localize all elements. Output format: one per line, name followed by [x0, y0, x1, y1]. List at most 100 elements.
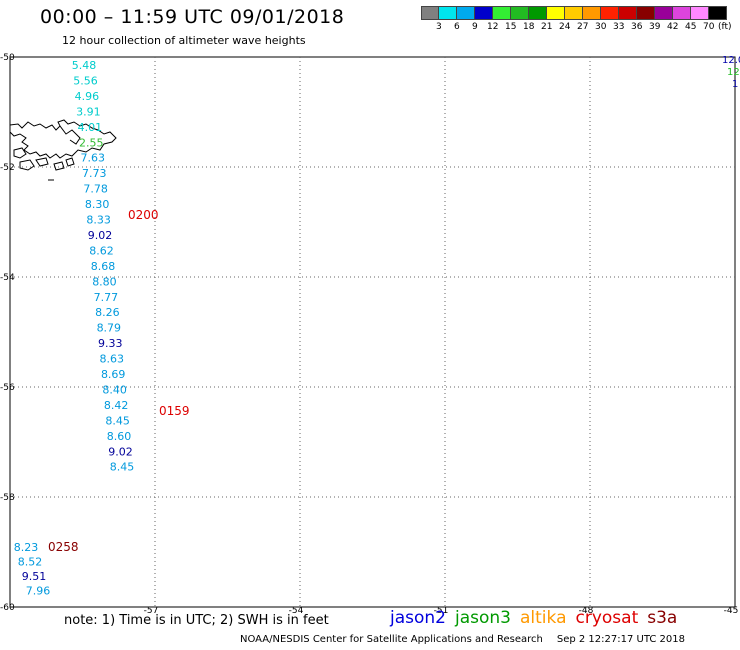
- color-scale-label: 33: [613, 22, 625, 32]
- color-scale-label: 24: [559, 22, 571, 32]
- map-grid: [10, 57, 735, 607]
- legend-jason3: jason3: [455, 608, 511, 628]
- wave-height-value: 8.60: [107, 430, 132, 443]
- wave-height-value: 9.02: [108, 445, 133, 458]
- color-scale-label: 15: [505, 22, 517, 32]
- color-scale-label: 9: [472, 22, 478, 32]
- wave-height-value: 8.79: [97, 322, 122, 335]
- color-scale-unit: (ft): [718, 22, 732, 32]
- wave-height-value: 8.80: [92, 275, 117, 288]
- wave-height-value: 3.91: [76, 105, 101, 118]
- wave-height-value: 4.01: [78, 121, 103, 134]
- color-scale-bar: [421, 6, 727, 20]
- wave-height-value: 8.62: [89, 244, 114, 257]
- track-values: 5.48 5.56 4.96 3.91 4.01 2.55 7.63 7.73 7.78 8.30…: [72, 59, 134, 474]
- track-time-label: 0258: [48, 540, 79, 554]
- credit-timestamp: Sep 2 12:27:17 UTC 2018: [556, 634, 685, 645]
- wave-height-value: 7.96: [26, 585, 51, 598]
- satellite-legend: jason2 jason3 altika cryosat s3a: [390, 608, 686, 628]
- wave-height-value: 5.56: [73, 74, 98, 87]
- lat-tick-label: -58: [0, 493, 15, 503]
- wave-height-value: 8.45: [110, 461, 135, 474]
- color-swatch: [511, 6, 529, 20]
- color-swatch: [601, 6, 619, 20]
- wave-height-value: 7.73: [82, 167, 107, 180]
- lon-tick-label: -51: [434, 606, 449, 616]
- edge-track-value: 12: [727, 67, 740, 78]
- color-swatch: [565, 6, 583, 20]
- wave-height-value: 8.42: [104, 399, 129, 412]
- legend-cryosat: cryosat: [575, 608, 639, 628]
- wave-height-value: 8.45: [105, 414, 130, 427]
- track-time-label: 0200: [128, 208, 159, 222]
- track-values-south: 8.23 8.529.51 7.96: [14, 541, 51, 598]
- lat-tick-label: -60: [0, 603, 15, 613]
- wave-height-value: 9.33: [98, 337, 123, 350]
- wave-height-value: 8.23: [14, 541, 39, 554]
- wave-height-value: 8.68: [91, 260, 116, 273]
- color-scale-label: 18: [523, 22, 535, 32]
- color-scale-label: 45: [685, 22, 697, 32]
- edge-track-value: 1: [732, 79, 738, 90]
- color-swatch: [619, 6, 637, 20]
- wave-height-value: 7.63: [81, 152, 106, 165]
- color-scale-label: 12: [487, 22, 499, 32]
- footnote: note: 1) Time is in UTC; 2) SWH is in fe…: [64, 613, 329, 628]
- color-scale-label: 70: [703, 22, 715, 32]
- color-swatch: [547, 6, 565, 20]
- color-scale-label: 6: [454, 22, 460, 32]
- lon-tick-label: -57: [144, 606, 159, 616]
- wave-height-value: 8.52: [18, 556, 43, 569]
- map-frame: [9, 56, 736, 608]
- falkland-islands-coastline: [9, 119, 117, 181]
- legend-jason2: jason2: [390, 608, 446, 628]
- lat-tick-label: -52: [0, 163, 15, 173]
- color-scale-label: 27: [577, 22, 589, 32]
- wave-height-value: 7.77: [94, 291, 119, 304]
- color-scale-label: 39: [649, 22, 661, 32]
- track-time-labels: 0200 0159 0258: [48, 208, 190, 554]
- legend-altika: altika: [520, 608, 567, 628]
- wave-height-value: 2.55: [79, 136, 104, 149]
- color-swatch: [673, 6, 691, 20]
- color-swatch: [637, 6, 655, 20]
- color-swatch: [655, 6, 673, 20]
- wave-height-value: 8.69: [101, 368, 126, 381]
- color-swatch: [457, 6, 475, 20]
- color-swatch: [475, 6, 493, 20]
- wave-height-value: 5.48: [72, 59, 97, 72]
- color-scale-label: 36: [631, 22, 643, 32]
- wave-height-value: 7.78: [83, 183, 108, 196]
- wave-height-value: 8.30: [85, 198, 110, 211]
- axis-tick-labels: -57 -54 -51 -48 -45 -50 -52 -54 -56 -58 -60: [0, 53, 738, 616]
- color-scale-label: 3: [436, 22, 442, 32]
- color-swatch: [691, 6, 709, 20]
- lat-tick-label: -56: [0, 383, 15, 393]
- lon-tick-label: -45: [724, 606, 739, 616]
- color-swatch: [439, 6, 457, 20]
- color-swatch: [493, 6, 511, 20]
- lon-tick-label: -54: [289, 606, 304, 616]
- wave-height-value: 9.02: [88, 229, 113, 242]
- edge-track-values: 12.0121: [722, 55, 740, 90]
- wave-height-value: 8.40: [102, 383, 127, 396]
- wave-height-value: 8.26: [95, 306, 120, 319]
- map-title: 00:00 – 11:59 UTC 09/01/2018: [40, 6, 345, 28]
- color-scale-label: 21: [541, 22, 553, 32]
- wave-height-value: 8.63: [99, 353, 124, 366]
- credit-line: NOAA/NESDIS Center for Satellite Applica…: [240, 634, 685, 645]
- lon-tick-label: -48: [579, 606, 594, 616]
- edge-track-value: 12.0: [722, 55, 740, 66]
- track-time-label: 0159: [159, 404, 190, 418]
- color-scale-label: 30: [595, 22, 607, 32]
- wave-height-value: 9.51: [22, 570, 47, 583]
- legend-s3a: s3a: [647, 608, 678, 628]
- color-swatch: [529, 6, 547, 20]
- map-subtitle: 12 hour collection of altimeter wave hei…: [62, 34, 306, 47]
- color-swatch: [421, 6, 439, 20]
- credit-org: NOAA/NESDIS Center for Satellite Applica…: [240, 634, 543, 645]
- wave-height-value: 4.96: [75, 90, 100, 103]
- wave-height-value: 8.33: [86, 214, 111, 227]
- lat-tick-label: -54: [0, 273, 15, 283]
